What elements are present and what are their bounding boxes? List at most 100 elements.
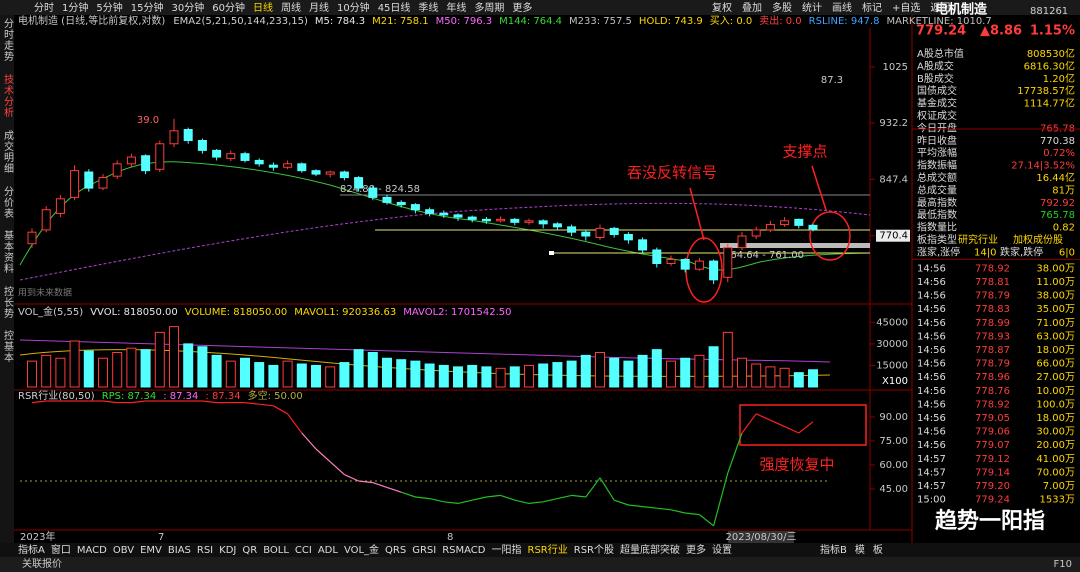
indicator-tab[interactable]: 指标A	[18, 543, 45, 556]
quote-type: 成份股	[1033, 234, 1063, 246]
side-tab[interactable]: 基本资料	[2, 229, 14, 274]
period-tab[interactable]: 更多	[512, 1, 532, 14]
indicator-tab[interactable]: 板	[873, 543, 883, 556]
rsr-line	[628, 504, 643, 508]
toolbar-button[interactable]: 画线	[832, 1, 852, 14]
candle-body	[396, 201, 406, 206]
period-tab[interactable]: 周线	[281, 1, 301, 14]
indicator-tab[interactable]: VOL_金	[344, 543, 379, 556]
indicator-tab[interactable]: 模	[855, 544, 865, 556]
toolbar-button[interactable]: 叠加	[742, 2, 762, 14]
candle-body	[325, 171, 335, 175]
indicator-tab[interactable]: GRSI	[412, 545, 436, 556]
indicator-tab[interactable]: RSR个股	[574, 544, 614, 556]
volume-bar	[424, 363, 435, 388]
period-tab[interactable]: 15分钟	[131, 1, 164, 14]
candle-body	[354, 177, 364, 189]
date-label: 2023/08/30/三	[725, 532, 796, 543]
period-tab[interactable]: 日线	[253, 1, 273, 14]
indicator-tab[interactable]: EMV	[140, 545, 162, 556]
unit-label: X100	[882, 376, 908, 387]
indicator-tab[interactable]: 一阳指	[492, 543, 522, 556]
indicator-tab[interactable]: CCI	[295, 545, 312, 556]
rsr-line	[131, 400, 146, 404]
side-tab[interactable]: 技术分析	[2, 73, 14, 118]
toolbar-button[interactable]: 返回	[930, 2, 950, 14]
rsr-line	[244, 402, 260, 405]
period-tab[interactable]: 1分钟	[62, 1, 88, 14]
rsr-line	[656, 507, 672, 511]
indicator-tab[interactable]: MACD	[77, 545, 107, 556]
tick-price: 778.79	[975, 291, 1010, 302]
candle-body	[212, 149, 222, 158]
indicator-tab[interactable]: RSI	[197, 545, 213, 556]
tick-time: 15:00	[917, 495, 946, 506]
y-tick-label: 45000	[876, 317, 908, 328]
peak-label: 39.0	[137, 115, 159, 126]
status-text: 关联报价	[22, 557, 62, 570]
candle-body	[780, 220, 790, 226]
period-tab[interactable]: 5分钟	[96, 1, 122, 14]
top-bar	[0, 0, 1080, 15]
side-tab[interactable]: 成交明细	[2, 130, 14, 174]
side-tab[interactable]: 控长势	[2, 285, 14, 319]
quote-type: 研究行业	[958, 233, 998, 246]
period-tab[interactable]: 月线	[309, 1, 329, 14]
period-tab[interactable]: 60分钟	[212, 1, 245, 14]
highlight-ring	[809, 211, 851, 261]
period-tab[interactable]: 分时	[34, 2, 54, 14]
rsr-line	[557, 494, 572, 500]
side-tab[interactable]: 控基本	[2, 329, 14, 363]
period-tab[interactable]: 季线	[418, 1, 438, 14]
indicator-tab[interactable]: QRS	[385, 545, 406, 556]
marker	[549, 251, 554, 255]
toolbar-button[interactable]: 标记	[862, 2, 882, 14]
indicator-tab[interactable]: 窗口	[51, 543, 71, 556]
tick-price: 778.81	[975, 277, 1010, 288]
indicator-tab[interactable]: 设置	[712, 544, 732, 556]
toolbar-button[interactable]: +自选	[892, 1, 920, 14]
indicator-tab[interactable]: BOLL	[263, 545, 289, 556]
volume-bar	[240, 357, 250, 388]
rsr-line	[443, 501, 459, 504]
candle-body	[339, 171, 349, 179]
quote-label: 今日开盘	[917, 121, 957, 134]
indicator-tab[interactable]: ADL	[318, 545, 339, 556]
period-tab[interactable]: 年线	[446, 1, 466, 14]
side-tab[interactable]: 分价表	[2, 186, 14, 219]
tick-volume: 11.00万	[1036, 277, 1075, 288]
tick-price: 778.99	[975, 318, 1010, 329]
date-box	[728, 531, 794, 543]
indicator-tab[interactable]: KDJ	[219, 545, 236, 556]
period-tab[interactable]: 10分钟	[337, 1, 370, 14]
quote-value: 1114.77亿	[1024, 97, 1075, 110]
volume-bar	[410, 360, 421, 388]
period-tab[interactable]: 45日线	[378, 1, 411, 14]
toolbar-button[interactable]: 多股	[772, 1, 792, 14]
indicator-label: MAVOL1: 920336.63	[294, 307, 396, 318]
indicator-tab[interactable]: 超量底部突破	[620, 543, 680, 556]
volume-bar	[69, 340, 80, 388]
quote-label: 指数振幅	[917, 159, 957, 172]
tick-volume: 70.00万	[1036, 467, 1075, 478]
toolbar-button[interactable]: 复权	[712, 1, 732, 14]
volume-bar	[296, 363, 307, 388]
side-tab[interactable]: 分时走势	[2, 18, 14, 62]
indicator-label: VVOL: 818050.00	[90, 307, 178, 318]
volume-bar	[41, 354, 52, 388]
indicator-tab[interactable]: RSR行业	[528, 543, 568, 556]
f10[interactable]: F10	[1054, 559, 1072, 570]
indicator-tab[interactable]: OBV	[113, 545, 134, 556]
quote-breadth: 跌家,跌停	[1000, 245, 1043, 258]
period-tab[interactable]: 多周期	[474, 1, 504, 14]
indicator-tab[interactable]: 更多	[686, 543, 706, 556]
indicator-tab[interactable]: RSMACD	[442, 545, 486, 556]
tick-time: 14:56	[917, 345, 946, 356]
volume-bar	[467, 364, 478, 388]
tick-time: 14:56	[917, 359, 946, 370]
indicator-tab[interactable]: QR	[242, 545, 257, 556]
toolbar-button[interactable]: 统计	[802, 1, 822, 14]
period-tab[interactable]: 30分钟	[171, 1, 204, 14]
indicator-tab[interactable]: 指标B	[820, 543, 847, 556]
indicator-tab[interactable]: BIAS	[168, 545, 191, 556]
